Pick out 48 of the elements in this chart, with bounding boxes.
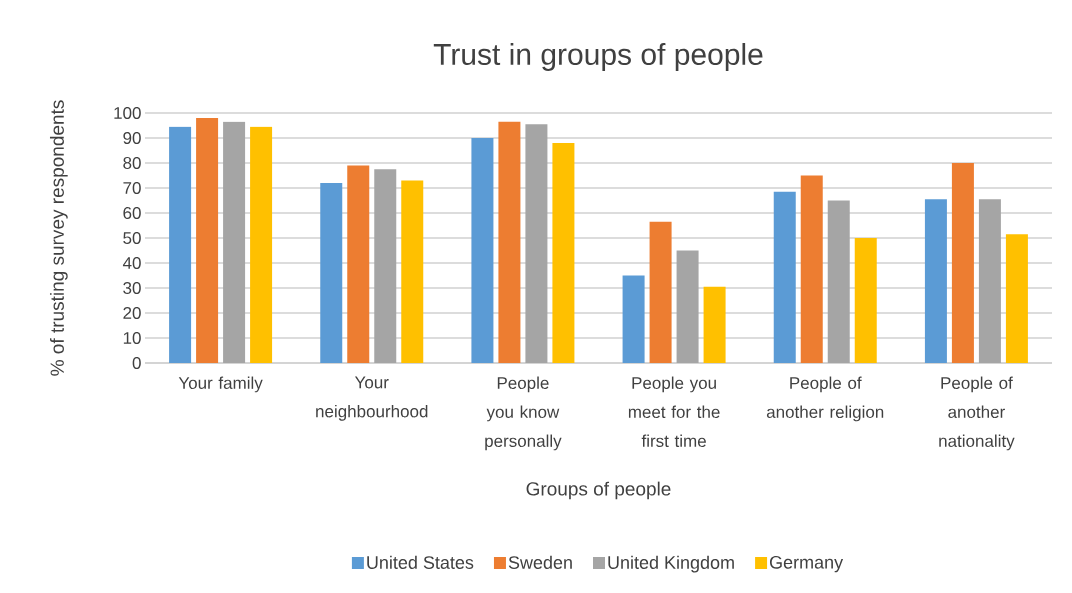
bar (800, 175, 823, 363)
y-tick-label: 80 (123, 156, 141, 170)
bar (622, 275, 645, 363)
x-tick-label: Your neighbourhood (316, 376, 428, 421)
bar (951, 162, 974, 363)
bar (552, 142, 575, 363)
legend-label: United States (367, 555, 474, 569)
x-tick-label: People you meet for the first time (628, 376, 720, 448)
bar (978, 199, 1001, 363)
bar (1005, 234, 1028, 363)
bar (649, 221, 672, 363)
legend-label: Sweden (508, 555, 572, 569)
y-tick-label: 20 (123, 306, 141, 320)
bar (676, 250, 699, 363)
bar (320, 182, 343, 363)
y-tick-label: 0 (132, 356, 141, 370)
x-tick-label: Your family (178, 376, 263, 393)
x-tick-label: People you know personally (485, 376, 562, 451)
bar (924, 199, 947, 363)
y-tick-label: 10 (123, 331, 141, 345)
y-tick-label: 40 (122, 256, 141, 270)
legend-label: Germany (769, 555, 844, 573)
bar (374, 169, 397, 363)
y-tick-label: 70 (123, 181, 141, 195)
bar (196, 117, 219, 363)
y-tick-label: 50 (123, 231, 141, 245)
bar (223, 121, 246, 363)
legend-label: United Kingdom (608, 555, 734, 573)
bar (703, 286, 726, 363)
y-tick-label: 90 (123, 131, 141, 145)
bar (498, 121, 521, 363)
bar (471, 137, 494, 363)
y-tick-label: 100 (114, 106, 141, 120)
bar (773, 191, 796, 363)
bar (827, 200, 850, 363)
y-tick-label: 30 (123, 281, 141, 295)
x-axis-title: Groups of people (526, 481, 671, 500)
bar (250, 126, 273, 363)
bar (401, 180, 424, 363)
bar (347, 165, 370, 363)
y-tick-label: 60 (123, 206, 141, 220)
y-axis-title: % of trusting survey respondents (49, 100, 68, 376)
chart-title: Trust in groups of people (433, 43, 763, 71)
bar (169, 126, 192, 363)
x-tick-label: People of another nationality (939, 376, 1015, 451)
x-tick-label: People of another religion (766, 376, 884, 422)
bar (854, 237, 877, 363)
bar (525, 124, 548, 363)
